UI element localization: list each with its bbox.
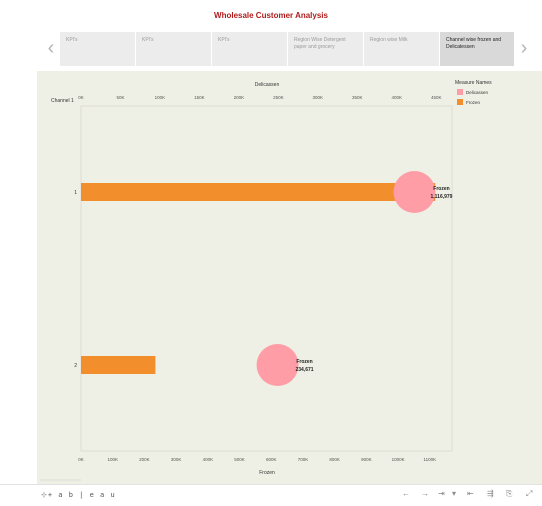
data-label-name: Frozen: [296, 359, 312, 365]
tab-region-detergent-grocery[interactable]: Region Wise Detergent paper and grocery: [288, 32, 364, 66]
legend-label-delicassen: Delicassen: [466, 90, 489, 95]
bottom-tick-label: 800K: [329, 457, 340, 462]
bottom-tick-label: 100K: [107, 457, 118, 462]
legend-swatch-frozen: [457, 99, 463, 105]
top-tick-label: 300K: [313, 95, 324, 100]
top-axis-ticks: 0K 50K 100K 150K 200K 250K 300K 350K 400K 450K: [78, 95, 441, 100]
tab-region-milk[interactable]: Region wise Milk: [364, 32, 440, 66]
tab-channel-frozen-delicatessen[interactable]: Channel wise frozen and Delicatessen: [440, 32, 515, 66]
data-label-value: 234,671: [296, 367, 314, 373]
top-tick-label: 0K: [78, 95, 84, 100]
fullscreen-button[interactable]: ⤢: [526, 489, 533, 498]
tabs-prev-button[interactable]: ‹: [47, 37, 55, 59]
bottom-tick-label: 0K: [78, 457, 84, 462]
share-button[interactable]: ⇶: [487, 489, 494, 498]
top-tick-label: 50K: [116, 95, 124, 100]
top-tick-label: 400K: [391, 95, 402, 100]
viz-panel: Delicassen Channel 1 0K 50K 100K 150K 200K 25…: [37, 71, 542, 484]
data-label-name: Frozen: [433, 186, 449, 192]
dashboard-title: Wholesale Customer Analysis: [214, 11, 328, 20]
data-label-value: 1,116,979: [430, 194, 452, 200]
top-tick-label: 200K: [234, 95, 245, 100]
bottom-tick-label: 300K: [171, 457, 182, 462]
delicassen-circle: [256, 344, 299, 386]
category-label: 2: [74, 363, 77, 369]
top-tick-label: 450K: [431, 95, 442, 100]
download-button[interactable]: ⎘: [506, 489, 513, 498]
frozen-bar: [81, 183, 436, 201]
tabs-next-button[interactable]: ›: [520, 37, 528, 59]
legend-swatch-delicassen: [457, 89, 463, 95]
category-label: 1: [74, 190, 77, 196]
top-tick-label: 150K: [194, 95, 205, 100]
bottom-axis-ticks: 0K 100K 200K 300K 400K 500K 600K 700K 800K 900K 10…: [78, 457, 436, 462]
top-tick-label: 350K: [352, 95, 363, 100]
undo-button[interactable]: ←: [402, 489, 410, 498]
legend-title: Measure Names: [455, 80, 492, 86]
tab-kpis-1[interactable]: KPI's: [60, 32, 136, 66]
bottom-tick-label: 600K: [266, 457, 277, 462]
top-tick-label: 100K: [155, 95, 166, 100]
top-tick-label: 250K: [273, 95, 284, 100]
tab-kpis-3[interactable]: KPI's: [212, 32, 288, 66]
chart-marks: 1 2 Frozen 1,116,979 Frozen 234,671: [74, 171, 453, 386]
top-axis-title: Delicassen: [255, 82, 280, 88]
plot-area: [80, 105, 453, 452]
bottom-tick-label: 400K: [203, 457, 214, 462]
bottom-tick-label: 900K: [361, 457, 372, 462]
bottom-axis-title: Frozen: [259, 470, 275, 476]
legend-label-frozen: Frozen: [466, 100, 481, 105]
bottom-tick-label: 200K: [139, 457, 150, 462]
pause-button[interactable]: ⇤: [467, 489, 474, 498]
tab-kpis-2[interactable]: KPI's: [136, 32, 212, 66]
story-tabs: KPI's KPI's KPI's Region Wise Detergent …: [60, 32, 515, 66]
revert-dropdown-icon[interactable]: ▾: [452, 489, 457, 498]
bottom-tick-label: 1100K: [423, 457, 436, 462]
bottom-tick-label: 700K: [298, 457, 309, 462]
frozen-bar: [81, 356, 156, 374]
tableau-logo[interactable]: ⊹+ a b | e a u: [41, 491, 116, 499]
row-header: Channel 1: [51, 98, 74, 104]
bottom-tick-label: 1000K: [392, 457, 405, 462]
bottom-tick-label: 500K: [234, 457, 245, 462]
tableau-toolbar: ⊹+ a b | e a u ← → ⇥ ▾ ⇤ ⇶ ⎘ ⤢: [0, 484, 542, 506]
delicassen-circle: [393, 171, 436, 213]
revert-button[interactable]: ⇥: [438, 489, 445, 498]
redo-button[interactable]: →: [421, 489, 429, 498]
legend: Measure Names Delicassen Frozen: [455, 80, 492, 105]
frozen-delicassen-chart: Delicassen Channel 1 0K 50K 100K 150K 200K 25…: [40, 80, 492, 481]
